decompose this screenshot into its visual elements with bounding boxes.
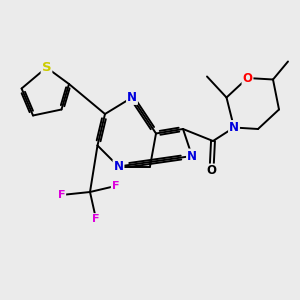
Text: S: S <box>42 61 51 74</box>
Text: F: F <box>112 181 119 191</box>
Text: N: N <box>127 91 137 104</box>
Text: O: O <box>206 164 217 178</box>
Text: N: N <box>113 160 124 173</box>
Text: O: O <box>242 71 253 85</box>
Text: N: N <box>229 121 239 134</box>
Text: F: F <box>92 214 100 224</box>
Text: N: N <box>187 149 197 163</box>
Text: F: F <box>58 190 65 200</box>
